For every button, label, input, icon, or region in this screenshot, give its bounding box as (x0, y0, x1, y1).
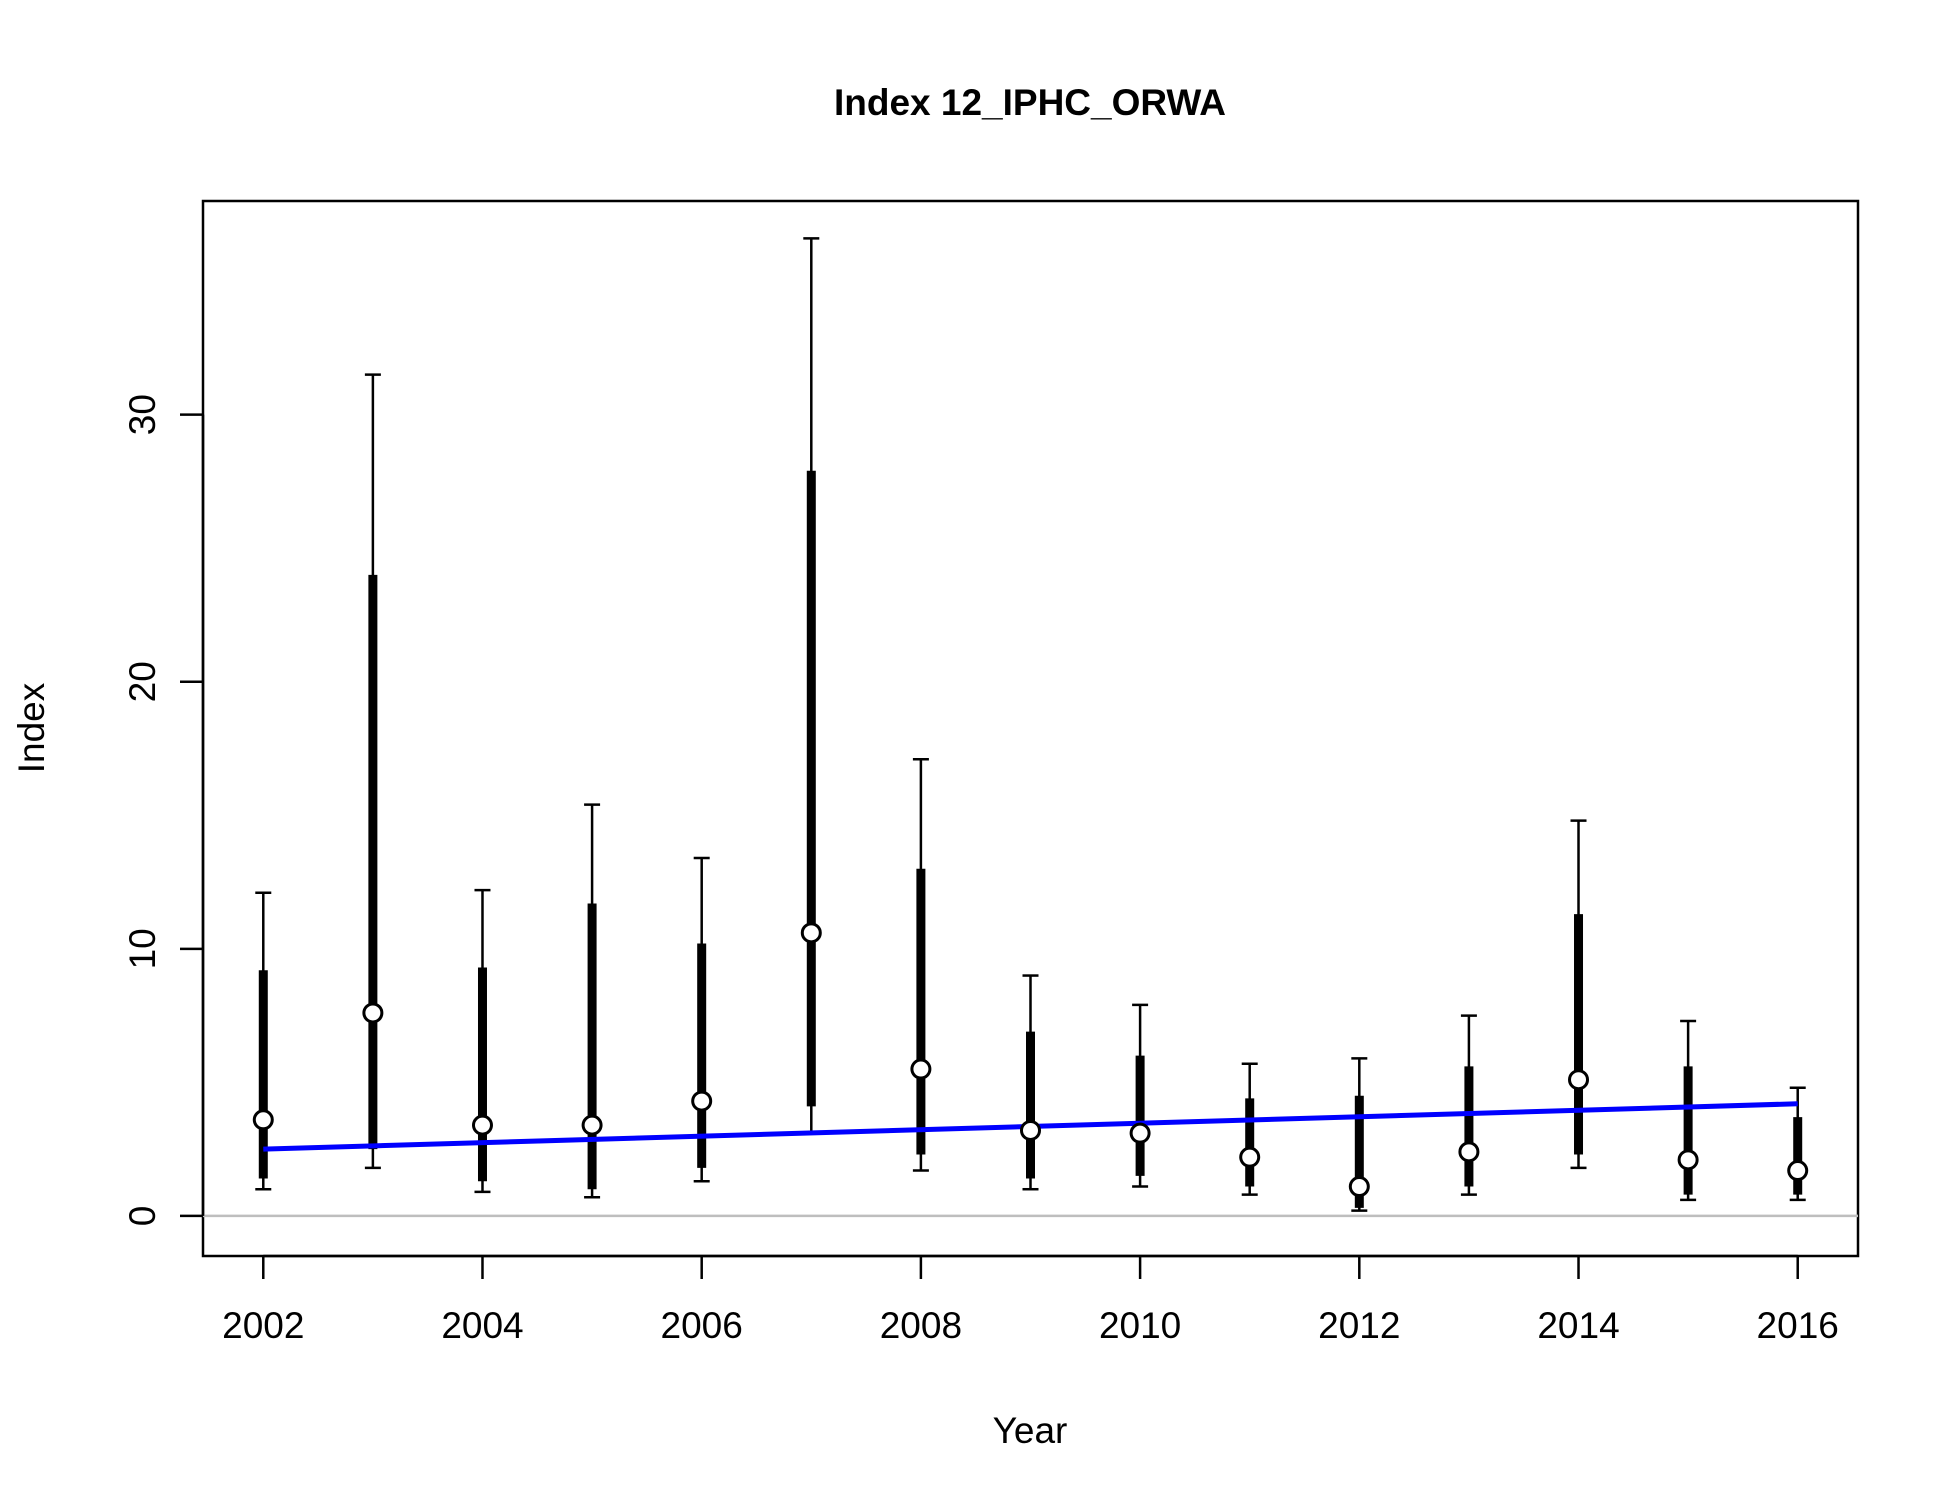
data-point (800, 922, 822, 944)
data-point (1787, 1160, 1809, 1182)
x-tick-label: 2014 (1537, 1305, 1619, 1346)
x-tick-label: 2010 (1099, 1305, 1181, 1346)
y-axis: 0 10 20 30 (122, 394, 205, 1227)
x-tick-label: 2012 (1318, 1305, 1400, 1346)
x-tick-label: 2002 (222, 1305, 304, 1346)
data-point (1129, 1122, 1151, 1144)
y-tick-label: 10 (122, 928, 163, 969)
data-point (581, 1114, 603, 1136)
data-point (691, 1090, 713, 1112)
data-point (1568, 1069, 1590, 1091)
plot-area (203, 237, 1858, 1218)
x-tick-label: 2016 (1757, 1305, 1839, 1346)
y-tick-label: 30 (122, 394, 163, 435)
chart-title: Index 12_IPHC_ORWA (834, 82, 1226, 123)
y-axis-label: Index (11, 682, 52, 773)
data-point (1458, 1141, 1480, 1163)
x-axis-label: Year (993, 1410, 1068, 1451)
x-tick-label: 2004 (441, 1305, 523, 1346)
x-tick-label: 2008 (880, 1305, 962, 1346)
y-tick-label: 0 (122, 1206, 163, 1227)
data-point (910, 1058, 932, 1080)
data-point (1020, 1119, 1041, 1141)
data-point (1239, 1146, 1261, 1168)
data-point (471, 1114, 493, 1136)
data-point (1677, 1149, 1699, 1171)
data-point (362, 1002, 384, 1024)
x-axis: 2002 2004 2006 2008 2010 2012 2014 2016 (222, 1254, 1839, 1346)
x-tick-label: 2006 (661, 1305, 743, 1346)
data-point (252, 1109, 274, 1131)
data-point (1348, 1176, 1370, 1198)
y-tick-label: 20 (122, 661, 163, 702)
